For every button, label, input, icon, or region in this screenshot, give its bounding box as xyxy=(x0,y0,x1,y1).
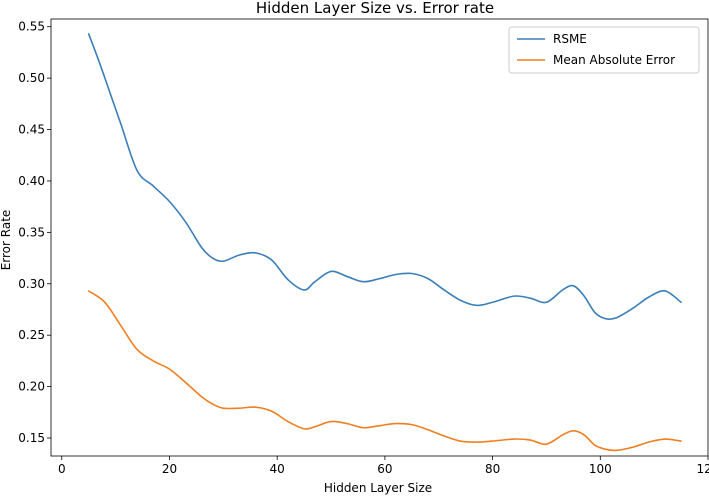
y-tick-label: 0.30 xyxy=(18,277,45,291)
y-tick-label: 0.45 xyxy=(18,123,45,137)
y-tick-label: 0.20 xyxy=(18,380,45,394)
y-tick-label: 0.40 xyxy=(18,174,45,188)
x-tick-label: 20 xyxy=(162,462,177,476)
series-line-1 xyxy=(87,33,682,321)
chart-title: Hidden Layer Size vs. Error rate xyxy=(256,0,494,17)
legend: RSME Mean Absolute Error xyxy=(508,26,700,74)
plot-frame xyxy=(50,18,709,457)
legend-label: RSME xyxy=(553,32,587,46)
y-tick-label: 0.25 xyxy=(18,328,45,342)
x-axis-label: Hidden Layer Size xyxy=(324,481,432,495)
y-tick-label: 0.15 xyxy=(18,431,45,445)
x-tick-label: 60 xyxy=(377,462,392,476)
x-tick-label: 120 xyxy=(697,462,709,476)
x-tick-label: 40 xyxy=(270,462,285,476)
y-axis-label: Error Rate xyxy=(0,210,13,271)
y-tick-label: 0.50 xyxy=(18,71,45,85)
series-line-2 xyxy=(87,290,682,452)
legend-box xyxy=(508,26,700,74)
y-tick-label: 0.55 xyxy=(18,20,45,34)
y-tick-label: 0.35 xyxy=(18,225,45,239)
series-layer xyxy=(87,33,682,452)
x-tick-label: 100 xyxy=(589,462,612,476)
legend-label: Mean Absolute Error xyxy=(553,53,675,67)
x-tick-label: 80 xyxy=(485,462,500,476)
axis-ticks: 0 20 40 60 80 100 120 0.15 0.20 0.25 0.30 0.35 0.40 0… xyxy=(18,20,709,476)
x-tick-label: 0 xyxy=(58,462,66,476)
